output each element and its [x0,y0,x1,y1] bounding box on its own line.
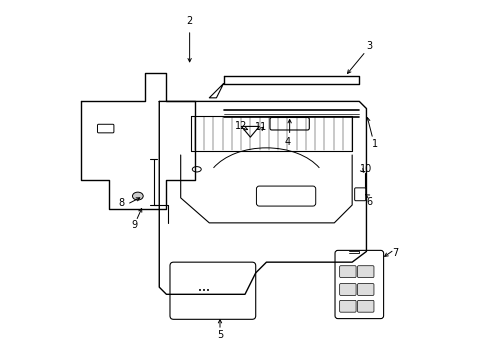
Text: 12: 12 [235,121,247,131]
Text: 4: 4 [285,137,291,147]
FancyBboxPatch shape [270,117,309,130]
Text: 6: 6 [366,197,372,207]
FancyBboxPatch shape [358,300,374,312]
FancyBboxPatch shape [340,266,356,278]
Text: 11: 11 [255,122,267,132]
Text: 1: 1 [372,139,378,149]
Text: 2: 2 [187,16,193,26]
Text: 7: 7 [392,248,399,258]
Text: 9: 9 [131,220,137,230]
FancyBboxPatch shape [358,284,374,296]
FancyBboxPatch shape [256,186,316,206]
FancyBboxPatch shape [340,284,356,296]
FancyBboxPatch shape [98,124,114,133]
Text: 5: 5 [217,330,223,341]
Ellipse shape [192,167,201,172]
FancyBboxPatch shape [170,262,256,319]
FancyBboxPatch shape [335,250,384,319]
Ellipse shape [132,192,143,200]
Text: 8: 8 [119,198,125,208]
Text: 3: 3 [366,41,372,51]
Text: •••: ••• [198,288,210,294]
FancyBboxPatch shape [355,188,366,201]
FancyBboxPatch shape [358,266,374,278]
FancyBboxPatch shape [340,300,356,312]
Text: 10: 10 [360,164,372,174]
